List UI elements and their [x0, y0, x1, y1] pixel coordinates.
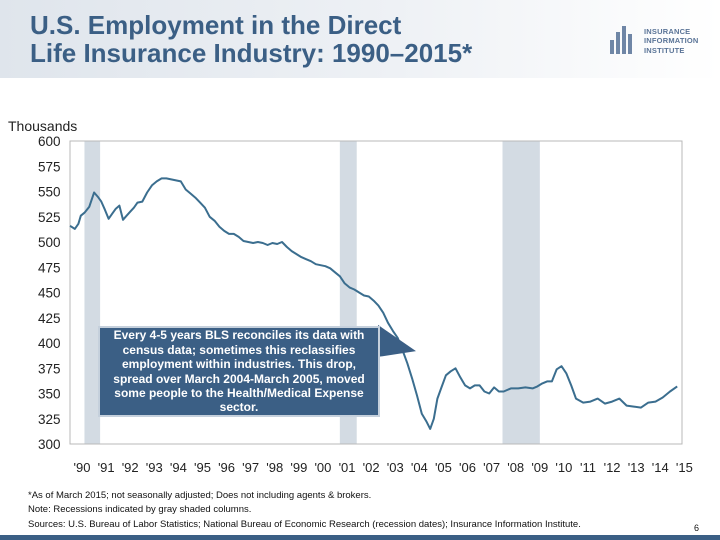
- x-tick-label: '04: [411, 460, 428, 475]
- y-tick-label: 550: [38, 185, 61, 200]
- x-tick-label: '03: [387, 460, 404, 475]
- y-tick-label: 525: [38, 210, 61, 225]
- page-number: 6: [694, 523, 700, 533]
- recession-band: [502, 141, 540, 444]
- footnotes: *As of March 2015; not seasonally adjust…: [28, 489, 581, 532]
- x-tick-label: '99: [290, 460, 307, 475]
- y-tick-label: 350: [38, 387, 61, 402]
- x-tick-label: '11: [580, 460, 596, 475]
- employment-line-chart: 600 575 550 525 500 475 450 425 400 375 350 325 300 '…: [38, 134, 693, 475]
- x-tick-label: '00: [314, 460, 331, 475]
- x-tick-label: '95: [194, 460, 211, 475]
- y-tick-label: 375: [38, 361, 61, 376]
- y-tick-label: 300: [38, 437, 61, 452]
- x-tick-label: '90: [74, 460, 91, 475]
- footnote-recessions: Note: Recessions indicated by gray shade…: [28, 504, 252, 516]
- bls-reconciliation-callout: Every 4-5 years BLS reconciles its data …: [98, 326, 380, 417]
- header-band: U.S. Employment in the Direct Life Insur…: [0, 0, 720, 78]
- callout-text: Every 4-5 years BLS reconciles its data …: [113, 328, 365, 415]
- x-tick-label: '15: [676, 460, 693, 475]
- recession-band: [84, 141, 101, 444]
- employment-series-line: [69, 177, 678, 430]
- logo-bars-icon: [610, 26, 638, 54]
- x-tick-label: '09: [531, 460, 548, 475]
- title-line-2: Life Insurance Industry: 1990–2015*: [30, 37, 473, 68]
- logo-text: INSURANCE INFORMATION INSTITUTE: [644, 27, 699, 55]
- x-tick-label: '91: [98, 460, 115, 475]
- x-tick-label: '12: [604, 460, 621, 475]
- x-tick-label: '94: [170, 460, 187, 475]
- y-tick-label: 475: [38, 260, 61, 275]
- x-tick-label: '93: [146, 460, 163, 475]
- x-tick-label: '01: [339, 460, 356, 475]
- y-tick-label: 575: [38, 159, 61, 174]
- y-tick-label: 450: [38, 286, 61, 301]
- x-tick-label: '97: [242, 460, 259, 475]
- x-tick-label: '98: [266, 460, 283, 475]
- footnote-sources: Sources: U.S. Bureau of Labor Statistics…: [28, 518, 581, 530]
- title-line-1: U.S. Employment in the Direct: [30, 10, 402, 40]
- y-tick-label: 425: [38, 311, 61, 326]
- x-tick-label: '05: [435, 460, 452, 475]
- plot-frame: [69, 140, 683, 445]
- iii-logo: INSURANCE INFORMATION INSTITUTE: [610, 22, 710, 58]
- footer-bar: [0, 535, 720, 540]
- page-title: U.S. Employment in the Direct Life Insur…: [30, 10, 590, 68]
- x-tick-label: '13: [628, 460, 645, 475]
- y-axis-title: Thousands: [8, 118, 78, 134]
- y-tick-label: 400: [38, 336, 61, 351]
- x-tick-label: '07: [483, 460, 500, 475]
- y-tick-label: 325: [38, 412, 61, 427]
- x-tick-label: '06: [459, 460, 476, 475]
- x-tick-label: '02: [363, 460, 380, 475]
- footnote-asof: *As of March 2015; not seasonally adjust…: [28, 490, 372, 501]
- y-tick-label: 500: [38, 235, 61, 250]
- y-tick-label: 600: [38, 134, 61, 149]
- x-tick-label: '96: [218, 460, 235, 475]
- x-tick-label: '08: [507, 460, 524, 475]
- x-tick-label: '92: [122, 460, 139, 475]
- x-tick-label: '14: [652, 460, 669, 475]
- x-tick-label: '10: [555, 460, 572, 475]
